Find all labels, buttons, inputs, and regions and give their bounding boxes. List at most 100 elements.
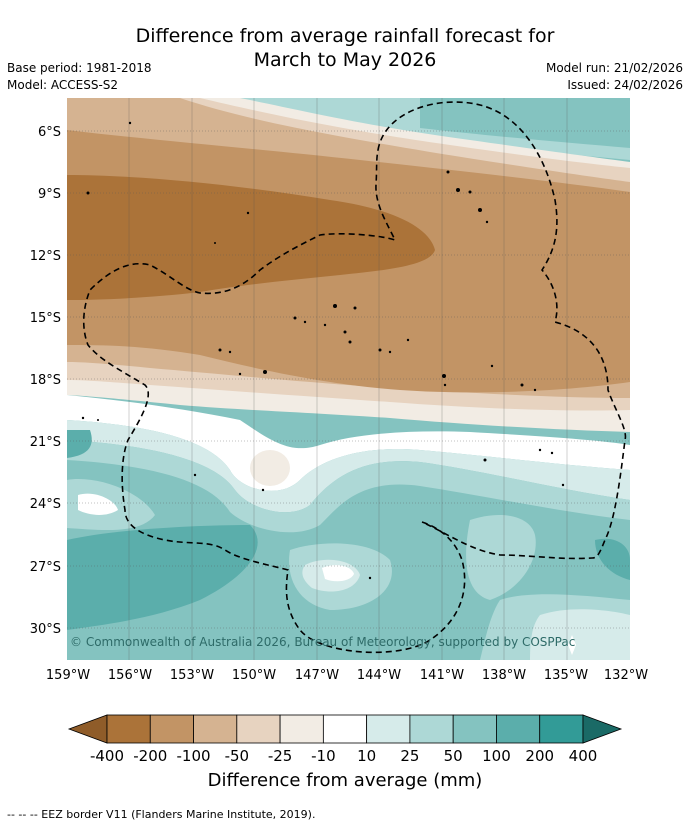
- island-dot: [238, 372, 242, 376]
- colorbar-tick-label: 100: [482, 747, 511, 765]
- colorbar-tick-label: -200: [133, 747, 167, 765]
- island-dot: [193, 473, 197, 477]
- colorbar-cell: [149, 714, 194, 744]
- field-25-50-south: [67, 440, 630, 533]
- lon-label: 156°W: [108, 668, 152, 683]
- lon-label: 159°W: [46, 668, 90, 683]
- colorbar-cells: [106, 714, 584, 744]
- title-line-1: Difference from average rainfall forecas…: [135, 25, 555, 47]
- island-dot: [348, 340, 352, 344]
- islands: [81, 121, 565, 580]
- colorbar-tick-label: -400: [90, 747, 124, 765]
- colorbar-cell: [106, 714, 151, 744]
- lat-label: 15°S: [30, 311, 61, 326]
- island-dot: [485, 220, 489, 224]
- island-dot: [443, 383, 447, 387]
- lon-labels: 159°W 156°W 153°W 150°W 147°W 144°W 141°…: [46, 668, 648, 683]
- issued-date: Issued: 24/02/2026: [567, 78, 683, 92]
- dry-cell: [250, 450, 290, 486]
- colorbar-cell: [322, 714, 368, 744]
- island-dot: [246, 211, 250, 215]
- colorbar-tick-label: -50: [225, 747, 250, 765]
- island-dot: [263, 370, 267, 374]
- island-dot: [446, 170, 450, 174]
- lon-label: 141°W: [420, 668, 464, 683]
- colorbar-cell: [236, 714, 281, 744]
- field-10-25: [67, 420, 630, 513]
- lat-label: 12°S: [30, 249, 61, 264]
- island-dot: [490, 364, 494, 368]
- field-white-speck: [568, 635, 576, 655]
- island-dot: [218, 348, 222, 352]
- island-dot: [550, 451, 554, 455]
- field-50-100-north: [420, 98, 630, 148]
- lon-label: 138°W: [482, 668, 526, 683]
- lon-label: 135°W: [544, 668, 588, 683]
- island-dot: [378, 348, 382, 352]
- colorbar-tick-label: 10: [357, 747, 376, 765]
- island-dot: [388, 350, 392, 354]
- copyright-text: © Commonwealth of Australia 2026, Bureau…: [70, 635, 575, 649]
- island-dot: [81, 416, 85, 420]
- island-dot: [128, 121, 132, 125]
- lat-label: 24°S: [30, 497, 61, 512]
- lat-label: 30°S: [30, 622, 61, 637]
- island-dot: [478, 208, 482, 212]
- colorbar: -400 -200 -100 -50 -25 -10 10 25 50 100 200 400: [67, 714, 623, 765]
- lat-label: 21°S: [30, 435, 61, 450]
- colorbar-cell: [539, 714, 584, 744]
- field-west-cell-white: [78, 493, 118, 515]
- colorbar-title: Difference from average (mm): [207, 770, 483, 791]
- colorbar-tick-label: 25: [400, 747, 419, 765]
- island-dot: [468, 190, 472, 194]
- field-100-200-west: [67, 525, 258, 630]
- field-white-pocket: [322, 565, 354, 582]
- colorbar-over-arrow: [582, 714, 623, 744]
- field-100-200-northwest: [67, 430, 92, 458]
- island-dot: [333, 304, 337, 308]
- model-name: Model: ACCESS-S2: [7, 78, 119, 92]
- colorbar-cell: [193, 714, 238, 744]
- island-dot: [261, 488, 265, 492]
- field-10-25-south-corner: [530, 609, 630, 660]
- field-minus10-10: [67, 395, 630, 491]
- island-dot: [520, 383, 524, 387]
- island-dot: [228, 350, 232, 354]
- lat-label: 9°S: [38, 187, 61, 202]
- island-dot: [483, 458, 487, 462]
- colorbar-cell: [496, 714, 541, 744]
- lon-label: 150°W: [232, 668, 276, 683]
- island-dot: [323, 323, 327, 327]
- model-run: Model run: 21/02/2026: [545, 61, 683, 75]
- colorbar-cell: [279, 714, 324, 744]
- island-dot: [86, 191, 90, 195]
- colorbar-tick-label: -25: [268, 747, 293, 765]
- eez-borders: [82, 101, 627, 654]
- island-dot: [343, 330, 347, 334]
- island-dot: [214, 242, 216, 244]
- island-dot: [406, 338, 410, 342]
- colorbar-cell: [452, 714, 497, 744]
- colorbar-tick-label: 400: [569, 747, 598, 765]
- field-minus400-minus200: [67, 175, 435, 300]
- island-dot: [303, 320, 307, 324]
- island-dot: [456, 188, 460, 192]
- colorbar-tick-label: -100: [177, 747, 211, 765]
- lat-labels: 6°S 9°S 12°S 15°S 18°S 21°S 24°S 27°S 30…: [30, 125, 61, 637]
- lat-label: 6°S: [38, 125, 61, 140]
- island-dot: [368, 576, 372, 580]
- island-dot: [533, 388, 537, 392]
- island-dot: [293, 316, 297, 320]
- field-25-50-southeast: [466, 515, 536, 600]
- field-100-200-east: [595, 538, 630, 580]
- island-dot: [353, 306, 357, 310]
- gridlines: [67, 130, 630, 629]
- meta-left: Base period: 1981-2018 Model: ACCESS-S2: [7, 60, 152, 94]
- island-dot: [97, 419, 99, 421]
- eez-legend-note: -- -- -- EEZ border V11 (Flanders Marine…: [7, 808, 316, 821]
- lat-label: 27°S: [30, 560, 61, 575]
- colorbar-cell: [366, 714, 411, 744]
- island-dot: [538, 448, 542, 452]
- island-dot: [561, 483, 565, 487]
